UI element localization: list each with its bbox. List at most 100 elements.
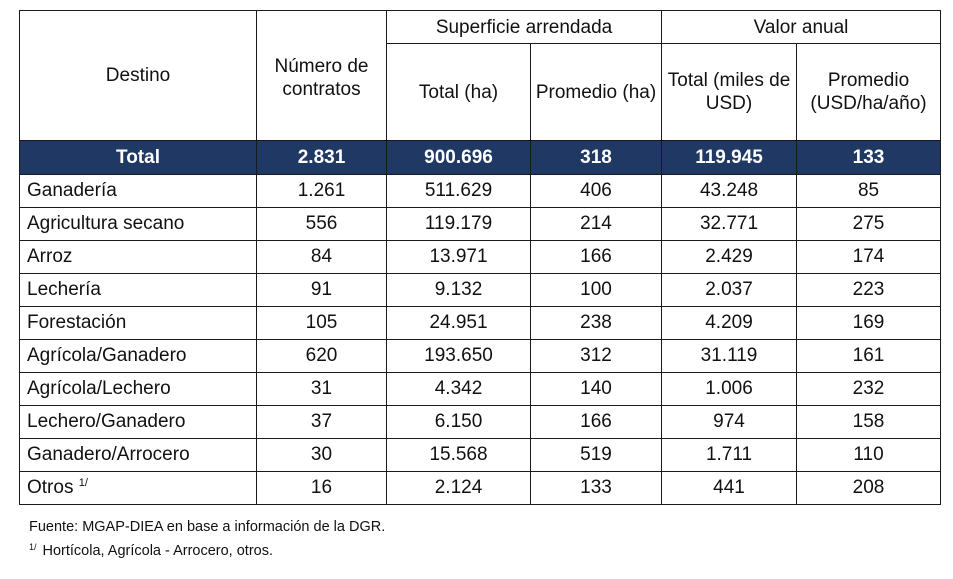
cell-contratos: 84: [256, 240, 387, 274]
cell-sup-promedio: 406: [529, 174, 663, 208]
cell-contratos: 16: [256, 471, 387, 505]
cell-contratos: 31: [256, 372, 387, 406]
table-row: Agrícola/Lechero 31 4.342 140 1.006 232: [19, 372, 942, 406]
total-valor: 119.945: [661, 140, 798, 175]
table-body: Ganadería 1.261 511.629 406 43.248 85 Agricult…: [19, 174, 942, 505]
row-label: Lechería: [27, 279, 101, 300]
cell-sup-total: 511.629: [386, 174, 531, 208]
header-destino: Destino: [19, 10, 257, 141]
row-label: Forestación: [27, 312, 127, 333]
row-label: Agrícola/Lechero: [27, 378, 171, 399]
cell-contratos: 30: [256, 438, 387, 472]
cell-label: Agrícola/Lechero: [19, 372, 257, 406]
cell-sup-total: 2.124: [386, 471, 531, 505]
header-superficie-promedio: Promedio (ha): [529, 43, 663, 141]
row-label: Lechero/Ganadero: [27, 411, 186, 432]
cell-sup-total: 15.568: [386, 438, 531, 472]
cell-val-total: 974: [661, 405, 798, 439]
cell-val-total: 1.006: [661, 372, 798, 406]
footnote: 1/Hortícola, Agrícola - Arrocero, otros.: [29, 537, 385, 561]
cell-sup-promedio: 238: [529, 306, 663, 340]
table-row: Ganadería 1.261 511.629 406 43.248 85: [19, 174, 942, 208]
header-superficie-group: Superficie arrendada: [385, 10, 663, 44]
footnote-ref: 1/: [78, 477, 88, 489]
total-superficie-promedio: 318: [529, 140, 663, 175]
cell-label: Ganadero/Arrocero: [19, 438, 257, 472]
total-valor-promedio: 133: [796, 140, 942, 175]
cell-sup-total: 24.951: [386, 306, 531, 340]
cell-val-total: 31.119: [661, 339, 798, 373]
cell-sup-total: 13.971: [386, 240, 531, 274]
cell-sup-total: 9.132: [386, 273, 531, 307]
header-valor-promedio: Promedio (USD/ha/año): [796, 43, 942, 141]
cell-contratos: 1.261: [256, 174, 387, 208]
cell-val-total: 2.429: [661, 240, 798, 274]
row-label: Arroz: [27, 246, 73, 267]
cell-sup-promedio: 166: [529, 405, 663, 439]
cell-val-total: 32.771: [661, 207, 798, 241]
footnote-marker: 1/: [29, 542, 37, 552]
row-label: Agrícola/Ganadero: [27, 345, 187, 366]
row-label: Otros: [27, 477, 74, 498]
cell-label: Lechero/Ganadero: [19, 405, 257, 439]
row-label: Agricultura secano: [27, 213, 185, 234]
cell-sup-promedio: 140: [529, 372, 663, 406]
cell-contratos: 37: [256, 405, 387, 439]
cell-val-total: 43.248: [661, 174, 798, 208]
table-notes: Fuente: MGAP-DIEA en base a información …: [29, 517, 385, 561]
cell-label: Arroz: [19, 240, 257, 274]
cell-sup-total: 119.179: [386, 207, 531, 241]
cell-val-total: 4.209: [661, 306, 798, 340]
lease-table: Destino Número de contratos Superficie a…: [19, 10, 942, 505]
row-label: Ganadería: [27, 180, 117, 201]
cell-label: Forestación: [19, 306, 257, 340]
cell-contratos: 91: [256, 273, 387, 307]
total-row: Total 2.831 900.696 318 119.945 133: [19, 140, 942, 175]
cell-val-promedio: 85: [796, 174, 942, 208]
total-superficie: 900.696: [386, 140, 531, 175]
cell-sup-promedio: 312: [529, 339, 663, 373]
cell-sup-promedio: 133: [529, 471, 663, 505]
total-label: Total: [19, 140, 257, 175]
cell-label: Ganadería: [19, 174, 257, 208]
table-row: Lechería 91 9.132 100 2.037 223: [19, 273, 942, 307]
cell-val-promedio: 232: [796, 372, 942, 406]
footnote-text: Hortícola, Agrícola - Arrocero, otros.: [42, 543, 273, 559]
cell-label: Agrícola/Ganadero: [19, 339, 257, 373]
header-valor-total: Total (miles de USD): [661, 43, 798, 141]
table-row: Agricultura secano 556 119.179 214 32.771 275: [19, 207, 942, 241]
cell-sup-total: 4.342: [386, 372, 531, 406]
row-label: Ganadero/Arrocero: [27, 444, 190, 465]
cell-sup-promedio: 519: [529, 438, 663, 472]
cell-val-promedio: 110: [796, 438, 942, 472]
table-row: Forestación 105 24.951 238 4.209 169: [19, 306, 942, 340]
table-row: Lechero/Ganadero 37 6.150 166 974 158: [19, 405, 942, 439]
header-contratos: Número de contratos: [256, 10, 387, 141]
cell-contratos: 105: [256, 306, 387, 340]
table-row: Agrícola/Ganadero 620 193.650 312 31.119 161: [19, 339, 942, 373]
cell-val-total: 441: [661, 471, 798, 505]
cell-sup-total: 193.650: [386, 339, 531, 373]
cell-val-promedio: 174: [796, 240, 942, 274]
cell-val-promedio: 169: [796, 306, 942, 340]
cell-sup-promedio: 214: [529, 207, 663, 241]
cell-sup-total: 6.150: [386, 405, 531, 439]
table-row: Otros 1/16 2.124 133 441 208: [19, 471, 942, 505]
cell-sup-promedio: 166: [529, 240, 663, 274]
table-row: Ganadero/Arrocero 30 15.568 519 1.711 110: [19, 438, 942, 472]
cell-val-promedio: 208: [796, 471, 942, 505]
cell-label: Otros 1/: [19, 471, 257, 505]
header-valor-group: Valor anual: [661, 10, 942, 44]
cell-label: Agricultura secano: [19, 207, 257, 241]
table-row: Arroz 84 13.971 166 2.429 174: [19, 240, 942, 274]
cell-val-promedio: 223: [796, 273, 942, 307]
cell-val-promedio: 158: [796, 405, 942, 439]
cell-val-promedio: 161: [796, 339, 942, 373]
header-superficie-total: Total (ha): [386, 43, 531, 141]
cell-label: Lechería: [19, 273, 257, 307]
source-note: Fuente: MGAP-DIEA en base a información …: [29, 519, 386, 535]
cell-sup-promedio: 100: [529, 273, 663, 307]
cell-val-total: 1.711: [661, 438, 798, 472]
cell-val-promedio: 275: [796, 207, 942, 241]
cell-val-total: 2.037: [661, 273, 798, 307]
